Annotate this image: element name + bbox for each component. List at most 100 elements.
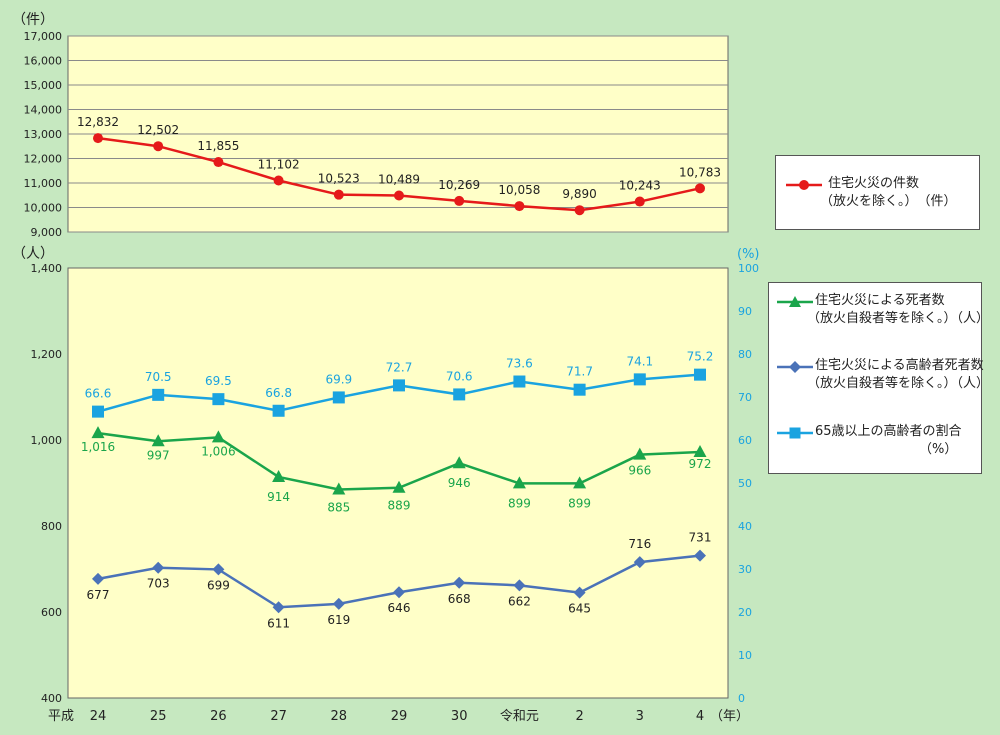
square-point [513,375,526,388]
bottom-y-unit-right: (%) [737,247,760,262]
top-y-ticks: 9,000 10,000 11,000 12,000 13,000 14,000 15,00… [24,30,63,239]
square-point [633,373,646,386]
bottom-y-tick-right: 0 [738,692,745,705]
x-tick-label: 3 [636,709,644,724]
top-y-tick-label: 11,000 [24,177,63,190]
legend-elderly-deaths-line1: 住宅火災による高齢者死者数 [815,358,984,373]
top-point [514,201,525,212]
bottom-data-label: 74.1 [626,354,653,368]
top-y-tick-label: 9,000 [31,226,63,239]
bottom-data-label: 885 [327,500,350,514]
triangle-point [573,476,587,489]
top-y-tick-label: 12,000 [24,153,63,166]
bottom-data-label: 997 [147,448,170,462]
bottom-data-label: 699 [207,578,230,592]
square-point [694,368,706,381]
bottom-y-tick-right: 40 [738,520,752,533]
diamond-point [272,601,285,614]
square-point [272,404,285,417]
bottom-data-label: 72.7 [386,360,413,374]
top-data-label: 10,243 [619,179,661,193]
x-tick-label: 28 [331,709,348,724]
x-tick-label: 30 [451,709,468,724]
triangle-point [392,480,406,493]
legend-red-circle-icon [786,180,822,190]
bottom-data-label: 1,006 [201,444,235,458]
bottom-data-label: 668 [448,592,471,606]
bottom-data-label: 677 [87,588,110,602]
top-data-label: 11,855 [197,139,239,153]
diamond-point [453,576,466,589]
triangle-point [272,469,286,482]
bottom-data-label: 946 [448,476,471,490]
diamond-point [212,563,225,576]
top-point [634,196,645,207]
top-point [454,195,465,206]
legend-deaths-line1: 住宅火災による死者数 [815,293,945,308]
diamond-point [332,597,345,610]
top-point [695,183,705,194]
x-tick-label: 2 [575,709,583,724]
top-point [333,189,344,200]
bottom-data-label: 1,016 [81,440,115,454]
diamond-point [573,586,586,599]
top-y-tick-label: 10,000 [24,202,63,215]
top-y-tick-label: 15,000 [24,79,63,92]
x-tick-label: 4 [696,709,704,724]
top-y-tick-label: 16,000 [24,55,63,68]
triangle-point [452,456,466,469]
top-data-label: 10,489 [378,173,420,187]
square-point [573,383,586,396]
top-y-tick-label: 17,000 [24,30,63,43]
bottom-data-label: 73.6 [506,357,533,371]
bottom-y-tick-right: 10 [738,649,752,662]
bottom-y-tick-right: 70 [738,391,752,404]
top-y-tick-label: 13,000 [24,128,63,141]
x-tick-label: 27 [270,709,287,724]
bottom-y-tick-right: 80 [738,348,752,361]
bottom-data-label: 662 [508,594,531,608]
top-grid [68,35,728,233]
bottom-y-tick-right: 50 [738,477,752,490]
x-tick-label: 令和元 [500,709,539,724]
x-tick-label: 25 [150,709,167,724]
top-data-label: 10,783 [679,165,721,179]
top-point [394,190,404,201]
bottom-x-ticks: 24 25 26 27 28 29 30 令和元 2 3 4 [90,709,704,724]
top-data-label: 10,058 [498,183,540,197]
bottom-y-tick-left: 600 [41,606,62,619]
top-y-tick-label: 14,000 [24,104,63,117]
bottom-y-tick-left: 1,000 [31,434,63,447]
bottom-data-label: 69.9 [325,372,352,386]
diamond-point [92,572,104,585]
bottom-y-tick-left: 400 [41,692,62,705]
bottom-data-label: 899 [568,496,591,510]
bottom-data-label: 66.6 [85,387,112,401]
top-point [574,205,585,216]
top-point [93,133,103,144]
triangle-point [693,445,707,458]
legend-elderly-ratio-line1: 65歳以上の高齢者の割合 [815,424,962,439]
square-point [332,391,345,404]
triangle-point [151,434,165,447]
x-tick-label: 24 [90,709,107,724]
diamond-point [694,549,706,562]
legend-deaths-line2: （放火自殺者等を除く。）（人） [807,311,990,326]
bottom-y-tick-right: 100 [738,262,759,275]
diamond-point [152,561,165,574]
diamond-point [633,556,646,569]
bottom-data-label: 75.2 [687,350,714,364]
bottom-series: 1,016 997 1,006 914 885 889 946 899 899 966 972 677… [81,350,714,631]
square-point [92,405,104,418]
bottom-data-label: 703 [147,577,170,591]
x-tick-label: 26 [210,709,227,724]
bottom-data-label: 66.8 [265,386,292,400]
bottom-y-tick-right: 60 [738,434,752,447]
top-legend: 住宅火災の件数 （放火を除く。） （件） [775,155,980,230]
triangle-point [633,447,647,460]
bottom-y-tick-right: 30 [738,563,752,576]
x-tick-label: 29 [391,709,408,724]
bottom-y-tick-right: 20 [738,606,752,619]
bottom-data-label: 70.5 [145,370,172,384]
bottom-data-label: 972 [689,457,712,471]
